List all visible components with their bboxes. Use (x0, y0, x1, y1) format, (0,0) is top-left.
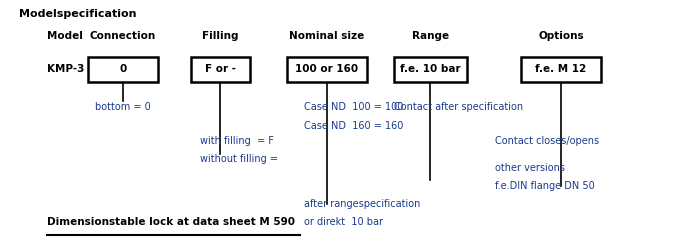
Text: without filling =: without filling = (200, 154, 278, 164)
Text: 0: 0 (119, 64, 126, 74)
Text: Contact after specification: Contact after specification (394, 102, 524, 112)
Text: Nominal size: Nominal size (289, 31, 364, 41)
Text: bottom = 0: bottom = 0 (95, 102, 151, 112)
Text: f.e. 10 bar: f.e. 10 bar (400, 64, 461, 74)
Text: Connection: Connection (90, 31, 156, 41)
Text: Options: Options (538, 31, 584, 41)
Text: Dimensionstable lock at data sheet M 590: Dimensionstable lock at data sheet M 590 (47, 217, 295, 227)
Text: after rangespecification: after rangespecification (304, 199, 420, 209)
FancyBboxPatch shape (88, 57, 158, 82)
Text: Filling: Filling (202, 31, 239, 41)
Text: other versions: other versions (495, 163, 565, 173)
FancyBboxPatch shape (287, 57, 366, 82)
FancyBboxPatch shape (394, 57, 467, 82)
Text: Contact closes/opens: Contact closes/opens (495, 136, 599, 146)
Text: f.e. M 12: f.e. M 12 (535, 64, 586, 74)
FancyBboxPatch shape (521, 57, 601, 82)
Text: KMP-3: KMP-3 (47, 64, 84, 74)
Text: Case ND  100 = 100: Case ND 100 = 100 (304, 102, 403, 112)
Text: Case ND  160 = 160: Case ND 160 = 160 (304, 121, 403, 131)
Text: Modelspecification: Modelspecification (19, 8, 136, 19)
Text: f.e.DIN flange DN 50: f.e.DIN flange DN 50 (495, 181, 595, 191)
FancyBboxPatch shape (191, 57, 250, 82)
Text: Model: Model (47, 31, 82, 41)
Text: Range: Range (412, 31, 449, 41)
Text: with filling  = F: with filling = F (200, 136, 274, 146)
Text: 100 or 160: 100 or 160 (295, 64, 358, 74)
Text: or direkt  10 bar: or direkt 10 bar (304, 217, 383, 227)
Text: F or -: F or - (205, 64, 236, 74)
